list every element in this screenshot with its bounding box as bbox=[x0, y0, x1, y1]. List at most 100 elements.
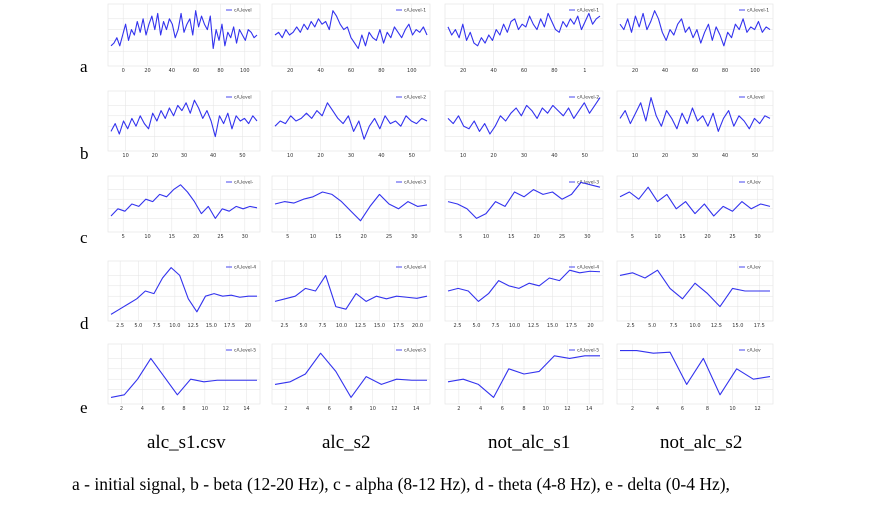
x-tick-label: 10 bbox=[122, 153, 128, 159]
x-tick-label: 8 bbox=[182, 406, 185, 412]
panel-e-not-alc-s2: 2 4 6 8 10 12 cA,lev bbox=[616, 343, 774, 412]
x-tick-label: 40 bbox=[490, 68, 496, 74]
x-tick-label: 17.5 bbox=[393, 323, 404, 329]
x-tick-label: 15.0 bbox=[206, 323, 217, 329]
legend-label: cA,level-1 bbox=[577, 8, 599, 14]
x-tick-label: 50 bbox=[409, 153, 415, 159]
x-tick-label: 17.5 bbox=[224, 323, 235, 329]
panel-c-not-alc-s1-frame bbox=[444, 175, 604, 233]
legend-label: cA,level-4 bbox=[577, 265, 599, 271]
x-tick-label: 60 bbox=[521, 68, 527, 74]
panel-e-alc-s2: 2 4 6 8 10 12 14 cA,level-5 bbox=[271, 343, 431, 412]
x-tick-label: 12.5 bbox=[355, 323, 366, 329]
x-tick-label: 20 bbox=[152, 153, 158, 159]
x-tick-label: 2 bbox=[631, 406, 634, 412]
x-tick-label: 20 bbox=[245, 323, 251, 329]
series-line bbox=[110, 184, 258, 219]
series-line bbox=[274, 102, 428, 140]
x-tick-label: 80 bbox=[378, 68, 384, 74]
series-line bbox=[619, 269, 770, 308]
x-tick-label: 10 bbox=[632, 153, 638, 159]
x-tick-label: 5 bbox=[122, 234, 125, 240]
x-tick-label: 50 bbox=[752, 153, 758, 159]
x-tick-label: 6 bbox=[501, 406, 504, 412]
x-tick-label: 10 bbox=[460, 153, 466, 159]
x-tick-label: 7.5 bbox=[492, 323, 500, 329]
x-tick-label: 12 bbox=[391, 406, 397, 412]
x-tick-label: 15 bbox=[508, 234, 514, 240]
x-tick-label: 1 bbox=[583, 68, 586, 74]
x-tick-label: 12.5 bbox=[188, 323, 199, 329]
x-tick-label: 2.5 bbox=[116, 323, 124, 329]
x-tick-label: 30 bbox=[692, 153, 698, 159]
x-tick-label: 10 bbox=[483, 234, 489, 240]
x-tick-label: 4 bbox=[141, 406, 144, 412]
x-tick-label: 7.5 bbox=[670, 323, 678, 329]
panel-d-alc-s2: 2.5 5.0 7.5 10.0 12.5 15.0 17.5 20.0 cA,level-4 bbox=[271, 260, 431, 329]
x-tick-label: 10 bbox=[729, 406, 735, 412]
legend-label: cA,lev bbox=[747, 180, 761, 186]
panel-c-alc-s2: 5 10 15 20 25 30 cA,level-3 bbox=[271, 175, 431, 240]
x-tick-label: 7.5 bbox=[319, 323, 327, 329]
legend-label: cA,level bbox=[747, 95, 765, 101]
panel-b-alc-s1-csv: 10 20 30 40 50 cA,level bbox=[107, 90, 261, 159]
x-tick-label: 2.5 bbox=[281, 323, 289, 329]
x-tick-label: 4 bbox=[306, 406, 309, 412]
panel-a-alc-s2: 20 40 60 80 100 cA,level-1 bbox=[271, 3, 431, 74]
x-tick-label: 15 bbox=[335, 234, 341, 240]
x-tick-label: 2 bbox=[284, 406, 287, 412]
x-tick-label: 10.0 bbox=[336, 323, 347, 329]
x-tick-label: 4 bbox=[656, 406, 659, 412]
panel-a-not-alc-s1: 20 40 60 80 1 cA,level-1 bbox=[444, 3, 604, 74]
x-tick-label: 8 bbox=[706, 406, 709, 412]
x-tick-label: 14 bbox=[586, 406, 592, 412]
x-tick-label: 12.5 bbox=[711, 323, 722, 329]
x-tick-label: 80 bbox=[722, 68, 728, 74]
panel-b-alc-s2: 10 20 30 40 50 cA,level-2 bbox=[271, 90, 431, 159]
x-tick-label: 14 bbox=[413, 406, 419, 412]
column-label-alc-s1: alc_s1.csv bbox=[147, 432, 226, 453]
x-tick-label: 40 bbox=[169, 68, 175, 74]
panel-e-alc-s1-csv: 2 4 6 8 10 12 14 cA,level-5 bbox=[107, 343, 261, 412]
panel-c-not-alc-s2: 5 10 15 20 25 30 cA,lev bbox=[616, 175, 774, 240]
x-tick-label: 10.0 bbox=[169, 323, 180, 329]
x-tick-label: 80 bbox=[217, 68, 223, 74]
x-tick-label: 8 bbox=[522, 406, 525, 412]
x-tick-label: 20 bbox=[144, 68, 150, 74]
x-tick-label: 60 bbox=[193, 68, 199, 74]
legend-label: cA,level-3 bbox=[404, 180, 426, 186]
x-tick-label: 2.5 bbox=[627, 323, 635, 329]
series-line bbox=[447, 97, 601, 135]
series-line bbox=[447, 12, 601, 47]
panel-c-not-alc-s1: 5 10 15 20 25 30 cA,level-3 bbox=[444, 175, 604, 240]
x-tick-label: 40 bbox=[210, 153, 216, 159]
x-tick-label: 100 bbox=[240, 68, 250, 74]
x-tick-label: 15.0 bbox=[374, 323, 385, 329]
legend-label: cA,level-2 bbox=[577, 95, 599, 101]
series-line bbox=[274, 191, 428, 222]
panel-d-alc-s2-frame bbox=[271, 260, 431, 322]
legend-label: cA,level- bbox=[234, 180, 254, 186]
x-tick-label: 15 bbox=[169, 234, 175, 240]
x-tick-label: 4 bbox=[479, 406, 482, 412]
legend-label: cA,level-4 bbox=[404, 265, 426, 271]
legend-label: cA,level bbox=[234, 8, 252, 14]
x-tick-label: 30 bbox=[754, 234, 760, 240]
x-tick-label: 5.0 bbox=[473, 323, 481, 329]
x-tick-label: 10 bbox=[144, 234, 150, 240]
x-tick-label: 17.5 bbox=[566, 323, 577, 329]
x-tick-label: 0 bbox=[122, 68, 125, 74]
column-label-alc-s2: alc_s2 bbox=[322, 432, 371, 453]
x-tick-label: 10.0 bbox=[509, 323, 520, 329]
legend-label: cA,level-2 bbox=[404, 95, 426, 101]
x-tick-label: 10.0 bbox=[689, 323, 700, 329]
x-tick-label: 20 bbox=[704, 234, 710, 240]
x-tick-label: 12 bbox=[754, 406, 760, 412]
x-tick-label: 8 bbox=[349, 406, 352, 412]
row-label-c: c bbox=[80, 228, 88, 247]
x-tick-label: 30 bbox=[584, 234, 590, 240]
series-line bbox=[447, 355, 600, 398]
panel-d-not-alc-s2: 2.5 5.0 7.5 10.0 12.5 15.0 17.5 cA,lev bbox=[616, 260, 774, 329]
panel-d-alc-s1-csv: 2.5 5.0 7.5 10.0 12.5 15.0 17.5 20 cA,level-4 bbox=[107, 260, 261, 329]
